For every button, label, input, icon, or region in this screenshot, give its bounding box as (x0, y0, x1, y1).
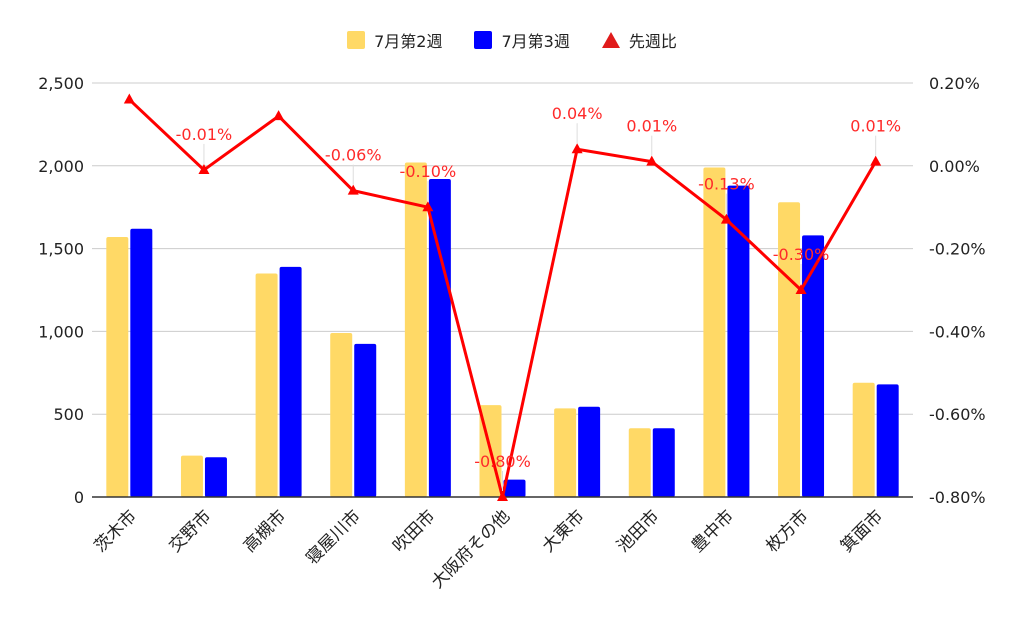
bar-week2 (404, 162, 427, 497)
ratio-data-label: -0.10% (400, 162, 457, 181)
y-left-tick-label: 2,500 (38, 74, 84, 93)
bar-week2 (106, 237, 129, 497)
y-left-tick-label: 1,000 (38, 322, 84, 341)
bar-week3 (876, 384, 899, 497)
x-tick-label: 大阪府その他 (428, 506, 514, 592)
x-tick-label: 池田市 (613, 506, 663, 556)
ratio-data-label: -0.06% (325, 146, 382, 165)
axes: 0 -0.80% 500 -0.60% 1,000 -0.40% 1,500 -0.20% 2,… (38, 74, 985, 593)
ratio-point (720, 213, 732, 224)
bar-week3 (279, 266, 302, 497)
chart-legend: 7月第2週 7月第3週 先週比 (0, 28, 1024, 52)
legend-label-week2: 7月第2週 (374, 32, 443, 51)
bar-week3 (204, 457, 227, 497)
x-tick-label: 大東市 (538, 506, 588, 556)
ratio-point (870, 155, 882, 166)
bar-week2 (628, 428, 651, 497)
data-labels: -0.01% -0.06% -0.10% -0.80% 0.04% 0.01% -0.13%… (176, 104, 901, 491)
y-right-tick-label: -0.60% (929, 405, 986, 424)
ratio-point (571, 143, 583, 154)
ratio-data-label: 0.04% (552, 104, 603, 123)
bar-week3 (130, 228, 153, 497)
ratio-data-label: -0.80% (474, 452, 531, 471)
legend-swatch-week2 (347, 31, 366, 49)
ratio-point (497, 491, 508, 501)
y-right-tick-label: -0.20% (929, 240, 986, 259)
bar-week2 (180, 455, 203, 497)
bar-week2 (852, 382, 875, 497)
y-right-tick-label: -0.80% (929, 488, 986, 507)
ratio-point (198, 163, 210, 174)
x-tick-label: 吹田市 (389, 506, 439, 556)
ratio-data-label: 0.01% (626, 117, 677, 136)
triangle-icon (601, 32, 620, 48)
ratio-data-label: 0.01% (850, 117, 901, 136)
ratio-point (646, 155, 658, 166)
y-left-tick-label: 0 (74, 488, 84, 507)
legend-label-week3: 7月第3週 (501, 32, 570, 51)
ratio-line (123, 93, 882, 501)
ratio-point (422, 201, 434, 212)
x-tick-label: 茨木市 (91, 506, 141, 556)
x-tick-label: 枚方市 (762, 506, 812, 556)
ratio-point (123, 93, 135, 104)
y-left-tick-label: 1,500 (38, 240, 84, 259)
gridlines (92, 82, 913, 415)
ratio-point (795, 284, 807, 294)
bar-week3 (354, 343, 377, 497)
legend-label-ratio: 先週比 (628, 32, 677, 51)
x-tick-label: 交野市 (165, 506, 215, 556)
bar-week3 (428, 179, 451, 497)
legend-item-week2: 7月第2週 (347, 28, 442, 52)
bar-week2 (255, 273, 278, 497)
y-left-tick-label: 2,000 (38, 157, 84, 176)
y-right-tick-label: 0.20% (929, 74, 980, 93)
bar-week3 (802, 235, 825, 498)
x-tick-label: 箕面市 (837, 506, 887, 556)
bar-week2 (703, 167, 726, 497)
y-right-tick-label: -0.40% (929, 322, 986, 341)
ratio-data-label: -0.13% (698, 175, 755, 194)
ratio-line-path (128, 98, 877, 499)
y-right-tick-label: 0.00% (929, 157, 980, 176)
ratio-point (347, 184, 359, 195)
bar-week3 (503, 479, 526, 497)
x-tick-label: 高槻市 (240, 506, 290, 556)
bar-week2 (778, 202, 801, 497)
x-tick-label: 寝屋川市 (302, 506, 365, 569)
bar-week3 (578, 406, 601, 497)
x-tick-label: 豊中市 (688, 506, 738, 556)
legend-item-week3: 7月第3週 (474, 28, 570, 52)
legend-swatch-week3 (474, 31, 493, 49)
y-left-tick-label: 500 (53, 405, 84, 424)
legend-item-ratio: 先週比 (601, 28, 677, 52)
ratio-data-label: -0.30% (773, 245, 830, 264)
bars (106, 162, 899, 498)
bar-week3 (652, 428, 675, 497)
ratio-data-label: -0.01% (176, 125, 233, 144)
bar-week2 (554, 408, 577, 497)
ratio-point (273, 110, 285, 121)
bar-week2 (330, 333, 353, 497)
bar-week3 (727, 185, 750, 497)
